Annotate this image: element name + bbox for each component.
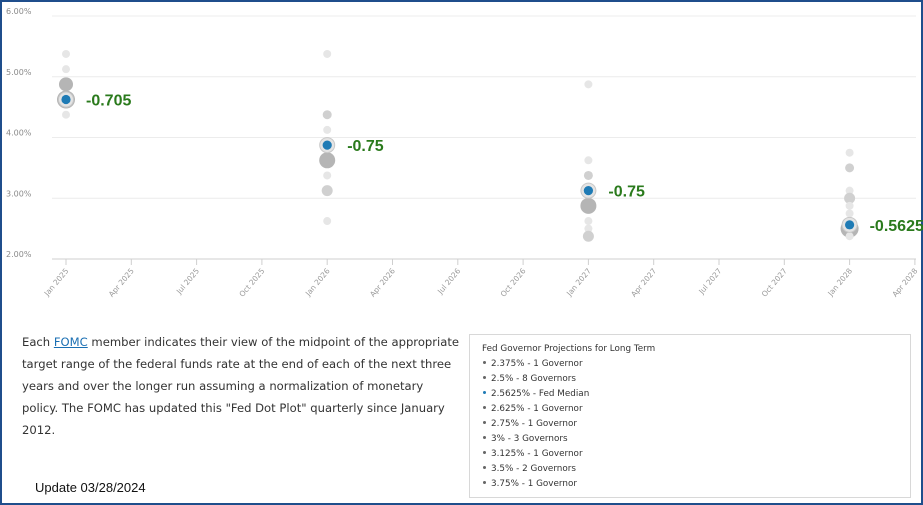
legend-item: 2.75% - 1 Governor — [482, 417, 910, 432]
bullet-icon — [483, 436, 486, 439]
y-tick-label: 5.00% — [6, 68, 32, 77]
projections-legend: Fed Governor Projections for Long Term 2… — [469, 334, 911, 498]
legend-item: 2.5625% - Fed Median — [482, 387, 910, 402]
projection-dot — [62, 65, 70, 74]
x-tick-label: Apr 2025 — [107, 266, 136, 298]
x-tick-label: Jan 2025 — [42, 266, 71, 298]
median-change-label: -0.75 — [608, 184, 645, 201]
legend-item-label: 2.5% - 8 Governors — [491, 374, 576, 384]
bullet-icon — [483, 361, 486, 364]
projection-dot — [584, 80, 593, 89]
projection-dot — [845, 232, 854, 241]
legend-item: 3.125% - 1 Governor — [482, 447, 910, 462]
bullet-icon — [483, 406, 486, 409]
projection-dot — [584, 217, 593, 226]
projection-dot — [845, 186, 854, 195]
legend-item: 2.625% - 1 Governor — [482, 402, 910, 417]
projection-dot — [584, 224, 593, 233]
legend-list: 2.375% - 1 Governor 2.5% - 8 Governors 2… — [482, 357, 910, 492]
median-change-label: -0.75 — [347, 138, 384, 155]
x-tick-label: Apr 2027 — [629, 266, 658, 298]
legend-item-label: 2.375% - 1 Governor — [491, 359, 583, 369]
x-tick-label: Oct 2025 — [237, 266, 266, 298]
median-dot — [845, 220, 855, 230]
legend-item-label: 3.75% - 1 Governor — [491, 479, 577, 489]
legend-item-label: 2.625% - 1 Governor — [491, 404, 583, 414]
projection-dot — [321, 185, 333, 197]
x-tick-label: Oct 2027 — [760, 266, 789, 298]
x-tick-label: Jul 2027 — [696, 266, 723, 296]
x-tick-label: Jan 2026 — [303, 266, 332, 298]
median-change-label: -0.5625 — [870, 218, 923, 235]
legend-item-label: 2.5625% - Fed Median — [491, 389, 590, 399]
x-tick-label: Jul 2025 — [174, 266, 201, 296]
median-dot — [61, 94, 71, 105]
median-dot — [322, 140, 332, 150]
y-tick-label: 2.00% — [6, 250, 32, 259]
projection-dot — [323, 49, 332, 58]
median-dot — [583, 186, 594, 196]
legend-item: 3.5% - 2 Governors — [482, 462, 910, 477]
projection-dot — [845, 148, 854, 157]
projection-dot — [844, 192, 856, 204]
projection-dot — [845, 201, 854, 210]
x-tick-label: Apr 2028 — [890, 266, 919, 298]
legend-item-label: 3.125% - 1 Governor — [491, 449, 583, 459]
description-text-start: Each — [22, 335, 54, 349]
x-tick-label: Jan 2028 — [825, 266, 854, 298]
bullet-icon — [483, 466, 486, 469]
fomc-link[interactable]: FOMC — [53, 335, 88, 349]
projection-dot — [584, 156, 593, 165]
bullet-icon — [483, 421, 486, 424]
median-change-label: -0.705 — [86, 93, 131, 110]
legend-item-label: 2.75% - 1 Governor — [491, 419, 577, 429]
projection-dot — [323, 171, 332, 180]
y-tick-label: 6.00% — [6, 7, 32, 16]
bullet-icon — [483, 481, 486, 484]
projection-dot — [62, 110, 70, 119]
x-tick-label: Apr 2026 — [368, 266, 397, 298]
legend-item: 2.5% - 8 Governors — [482, 372, 910, 387]
x-tick-label: Oct 2026 — [499, 266, 528, 298]
chart-description: Each FOMC member indicates their view of… — [22, 331, 462, 441]
projection-dot — [322, 110, 332, 120]
projection-dot — [845, 209, 854, 218]
dot-plot-chart: 6.00% 5.00% 4.00% 3.00% 2.00% Jan 2025 Apr 202… — [6, 7, 923, 299]
y-tick-label: 3.00% — [6, 189, 32, 198]
bullet-icon — [483, 376, 486, 379]
bullet-icon — [483, 391, 486, 394]
projection-dot — [62, 49, 70, 58]
legend-item: 3.75% - 1 Governor — [482, 477, 910, 492]
update-date-label: Update 03/28/2024 — [35, 480, 146, 495]
projection-dot — [319, 152, 336, 169]
projection-dot — [583, 170, 593, 180]
projection-dot — [580, 197, 597, 214]
projection-dot — [582, 230, 594, 242]
projection-dot — [323, 125, 332, 134]
projection-dot — [59, 77, 73, 92]
legend-title: Fed Governor Projections for Long Term — [482, 344, 656, 354]
x-tick-label: Jan 2027 — [564, 266, 593, 298]
legend-item: 2.375% - 1 Governor — [482, 357, 910, 372]
description-text-end: member indicates their view of the midpo… — [22, 335, 460, 437]
bullet-icon — [483, 451, 486, 454]
x-tick-label: Jul 2026 — [435, 266, 462, 296]
projection-dot — [845, 163, 855, 173]
projection-dot — [323, 217, 332, 226]
legend-item-label: 3.5% - 2 Governors — [491, 464, 576, 474]
y-tick-label: 4.00% — [6, 129, 32, 138]
legend-item: 3% - 3 Governors — [482, 432, 910, 447]
legend-item-label: 3% - 3 Governors — [491, 434, 568, 444]
